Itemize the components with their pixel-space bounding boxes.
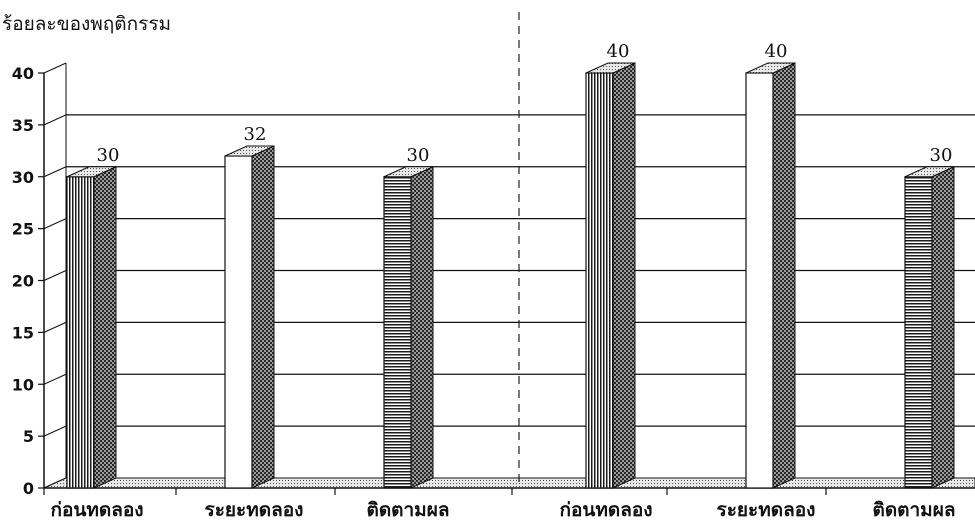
ytick-label-35: 35 bbox=[12, 116, 34, 135]
category-label-2-1: ก่อนทดลอง bbox=[559, 499, 652, 521]
category-labels: ก่อนทดลอง ระยะทดลอง ติดตามผล ก่อนทดลอง ระยะท… bbox=[50, 499, 955, 521]
bar-top bbox=[66, 166, 117, 178]
bar-side bbox=[410, 165, 434, 489]
wall-diagonal-35 bbox=[43, 114, 67, 126]
bar-top bbox=[904, 166, 955, 178]
bar-side bbox=[612, 62, 636, 489]
ytick-label-0: 0 bbox=[23, 479, 34, 498]
wall-diagonal-30 bbox=[43, 166, 67, 178]
ytick-label-10: 10 bbox=[12, 375, 34, 394]
category-label-1-2: ระยะทดลอง bbox=[205, 499, 304, 521]
data-label-1-2: 32 bbox=[244, 124, 267, 145]
bar-front bbox=[383, 176, 412, 489]
bar-side bbox=[251, 145, 275, 489]
bar-front bbox=[745, 72, 774, 489]
bar-front bbox=[66, 176, 95, 489]
data-label-1-3: 30 bbox=[407, 145, 430, 166]
data-label-2-2: 40 bbox=[765, 41, 788, 62]
data-label-1-1: 30 bbox=[97, 145, 120, 166]
bar-1-3 bbox=[383, 165, 434, 489]
data-label-2-1: 40 bbox=[607, 41, 630, 62]
category-label-1-1: ก่อนทดลอง bbox=[50, 499, 143, 521]
bar-side bbox=[93, 165, 117, 489]
bar-front bbox=[224, 155, 253, 489]
bar-2-3 bbox=[904, 165, 955, 489]
wall-diagonal-10 bbox=[43, 373, 67, 385]
ytick-label-5: 5 bbox=[23, 427, 34, 446]
ytick-label-25: 25 bbox=[12, 220, 34, 239]
chart-title: ร้อยละของพฤติกรรม bbox=[2, 13, 171, 35]
bar-side bbox=[772, 62, 796, 489]
ytick-label-15: 15 bbox=[12, 323, 34, 342]
bar-1-2 bbox=[224, 145, 275, 489]
wall-diagonal-5 bbox=[43, 425, 67, 437]
bar-2-1 bbox=[585, 62, 636, 489]
axes: 0 5 10 15 20 25 30 35 40 bbox=[12, 64, 975, 498]
wall-diagonal-15 bbox=[43, 321, 67, 333]
wall-diagonal-20 bbox=[43, 270, 67, 281]
bar-top bbox=[224, 145, 275, 157]
bar-top bbox=[585, 62, 636, 74]
bars bbox=[66, 62, 955, 489]
data-labels: 30 32 30 40 40 30 bbox=[97, 41, 953, 166]
category-label-2-3: ติดตามผล bbox=[873, 499, 956, 521]
bar-front bbox=[904, 176, 933, 489]
bar-side bbox=[931, 165, 955, 489]
category-label-2-2: ระยะทดลอง bbox=[717, 499, 816, 521]
bar-2-2 bbox=[745, 62, 796, 489]
wall-diagonal-25 bbox=[43, 218, 67, 230]
bar-front bbox=[585, 72, 614, 489]
bar-top bbox=[383, 166, 434, 178]
data-label-2-3: 30 bbox=[930, 145, 953, 166]
category-label-1-3: ติดตามผล bbox=[367, 499, 450, 521]
grid-lines bbox=[43, 62, 975, 489]
floor bbox=[43, 477, 975, 489]
ytick-label-40: 40 bbox=[12, 64, 34, 83]
bar-1-1 bbox=[66, 165, 117, 489]
wall-diagonal-40 bbox=[43, 62, 67, 74]
bar-top bbox=[745, 62, 796, 74]
ytick-label-20: 20 bbox=[12, 272, 34, 291]
ytick-label-30: 30 bbox=[12, 168, 34, 187]
